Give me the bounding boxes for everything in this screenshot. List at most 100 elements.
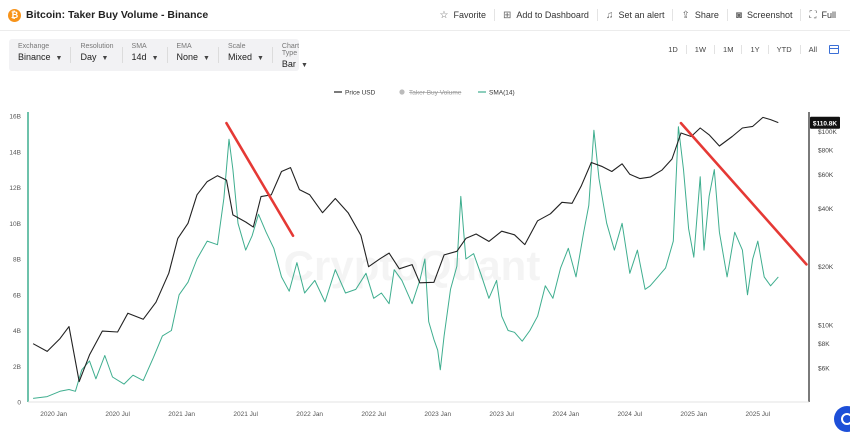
share-label: Share — [694, 10, 719, 20]
series-layer — [32, 116, 779, 399]
left-tick-label: 2B — [13, 364, 21, 371]
right-tick-label: $20K — [818, 264, 834, 271]
favorite-button[interactable]: ☆ Favorite — [432, 9, 494, 21]
fullscreen-button[interactable]: ⛶ Full — [800, 9, 844, 21]
caret-down-icon: ▼ — [55, 55, 63, 62]
calendar-icon[interactable] — [829, 44, 839, 54]
range-ytd[interactable]: YTD — [767, 44, 800, 54]
x-tick-label: 2024 Jul — [617, 411, 642, 418]
price-series-line — [32, 116, 779, 383]
x-tick-label: 2021 Jul — [233, 411, 258, 418]
caret-down-icon: ▼ — [300, 62, 308, 69]
screenshot-button[interactable]: ◙ Screenshot — [726, 9, 801, 21]
caret-down-icon: ▼ — [101, 55, 109, 62]
left-tick-label: 16B — [9, 114, 21, 121]
exchange-label: Exchange — [18, 43, 50, 50]
range-all[interactable]: All — [799, 44, 825, 54]
caret-down-icon: ▼ — [203, 55, 210, 62]
price-tag-box — [810, 116, 840, 129]
sma-label: SMA — [131, 43, 147, 50]
trendline — [225, 121, 295, 238]
right-tick-label: $100K — [818, 129, 837, 136]
x-tick-label: 2025 Jul — [745, 411, 770, 418]
right-tick-label: $80K — [818, 148, 834, 155]
scale-select[interactable]: Scale Mixed ▼ — [219, 39, 273, 71]
sma-value: 14d — [131, 52, 147, 62]
left-tick-label: 8B — [13, 257, 21, 264]
x-tick-label: 2024 Jan — [552, 411, 579, 418]
bell-icon: ♫ — [605, 9, 614, 21]
chart-legend: Price USD Taker Buy Volume SMA(14) — [334, 89, 515, 96]
right-tick-label: $40K — [818, 206, 834, 213]
add-to-dashboard-button[interactable]: ⊞ Add to Dashboard — [494, 9, 597, 21]
left-tick-label: 12B — [9, 185, 21, 192]
share-button[interactable]: ⇪ Share — [672, 9, 726, 21]
x-tick-label: 2020 Jan — [40, 411, 67, 418]
chart-type-label: Chart Type — [281, 43, 300, 57]
x-tick-label: 2023 Jan — [424, 411, 451, 418]
x-tick-label: 2025 Jan — [680, 411, 707, 418]
left-tick-label: 14B — [9, 149, 21, 156]
ema-label: EMA — [176, 43, 192, 50]
legend-swatch — [399, 89, 405, 95]
x-axis: 2020 Jan 2020 Jul 2021 Jan 2021 Jul 2022 Jan… — [28, 401, 809, 418]
exchange-value: Binance — [18, 52, 51, 62]
scale-label: Scale — [227, 43, 246, 50]
range-1m[interactable]: 1M — [714, 44, 741, 54]
right-tick-label: $10K — [818, 322, 834, 329]
left-axis: 0 2B 4B 6B 8B 10B 12B 14B 16B — [9, 112, 29, 407]
left-tick-label: 6B — [13, 292, 21, 299]
resolution-label: Resolution — [80, 43, 114, 50]
chart-type-select[interactable]: Chart Type Bar ▼ — [273, 39, 317, 71]
share-icon: ⇪ — [681, 9, 690, 21]
legend-entry: Taker Buy Volume — [409, 89, 462, 96]
right-tick-label: $60K — [818, 172, 834, 179]
x-tick-label: 2023 Jul — [489, 411, 514, 418]
x-tick-label: 2022 Jan — [296, 411, 323, 418]
legend-entry: SMA(14) — [489, 89, 515, 96]
range-1y[interactable]: 1Y — [741, 44, 767, 54]
range-1w[interactable]: 1W — [685, 44, 714, 54]
camera-icon: ◙ — [735, 9, 742, 21]
scale-value: Mixed — [227, 52, 252, 62]
fullscreen-icon: ⛶ — [809, 9, 817, 21]
sma-select[interactable]: SMA 14d ▼ — [123, 39, 168, 71]
set-alert-button[interactable]: ♫ Set an alert — [596, 9, 673, 21]
exchange-select[interactable]: Exchange Binance ▼ — [9, 39, 72, 71]
range-1d[interactable]: 1D — [668, 44, 678, 54]
chart-type-value: Bar — [281, 59, 296, 69]
current-price-tag: $110.8K — [810, 116, 840, 129]
current-price-label: $110.8K — [813, 121, 838, 128]
page-title: Bitcoin: Taker Buy Volume - Binance — [26, 9, 209, 21]
ema-select[interactable]: EMA None ▼ — [168, 39, 220, 71]
resolution-value: Day — [80, 52, 97, 62]
caret-down-icon: ▼ — [256, 55, 264, 62]
title-wrap: ₿ Bitcoin: Taker Buy Volume - Binance — [8, 8, 209, 22]
fullscreen-label: Full — [821, 10, 836, 20]
dashboard-add-icon: ⊞ — [503, 9, 512, 21]
caret-down-icon: ▼ — [151, 55, 159, 62]
ema-value: None — [176, 52, 199, 62]
left-tick-label: 4B — [13, 328, 21, 335]
top-bar: ₿ Bitcoin: Taker Buy Volume - Binance ☆ … — [0, 0, 850, 31]
favorite-label: Favorite — [453, 10, 486, 20]
add-to-dashboard-label: Add to Dashboard — [516, 10, 589, 20]
legend-entry: Price USD — [345, 89, 376, 96]
left-tick-label: 0 — [17, 400, 21, 407]
set-alert-label: Set an alert — [618, 10, 665, 20]
screenshot-label: Screenshot — [746, 10, 793, 20]
x-tick-label: 2021 Jan — [168, 411, 195, 418]
help-chat-button[interactable] — [834, 406, 850, 432]
header-actions: ☆ Favorite ⊞ Add to Dashboard ♫ Set an a… — [432, 0, 844, 30]
x-tick-label: 2020 Jul — [105, 411, 130, 418]
sma-series-line — [33, 126, 779, 399]
x-tick-label: 2022 Jul — [361, 411, 386, 418]
trendline — [679, 121, 808, 266]
right-tick-label: $8K — [818, 341, 830, 348]
left-tick-label: 10B — [9, 221, 21, 228]
resolution-select[interactable]: Resolution Day ▼ — [71, 39, 123, 71]
annotation-layer — [225, 121, 808, 266]
chart-settings-toolbar: Exchange Binance ▼ Resolution Day ▼ SMA 14… — [9, 39, 308, 71]
star-icon: ☆ — [439, 9, 449, 21]
